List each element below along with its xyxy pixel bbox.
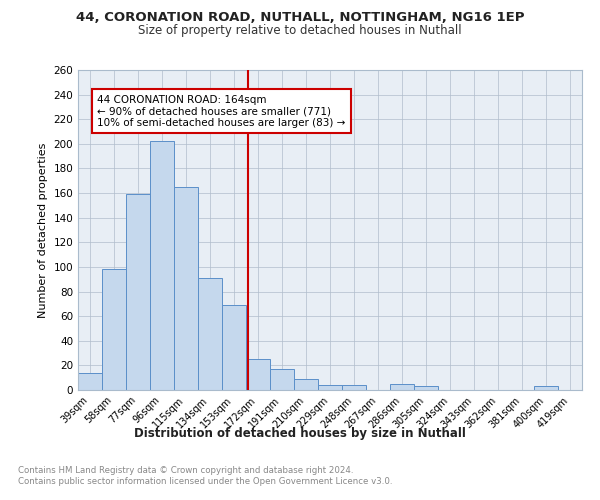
Text: 44, CORONATION ROAD, NUTHALL, NOTTINGHAM, NG16 1EP: 44, CORONATION ROAD, NUTHALL, NOTTINGHAM… bbox=[76, 11, 524, 24]
Bar bbox=[126, 194, 150, 390]
Bar bbox=[342, 385, 366, 390]
Bar bbox=[318, 385, 342, 390]
Bar bbox=[414, 386, 438, 390]
Bar bbox=[198, 278, 222, 390]
Bar bbox=[174, 187, 198, 390]
Y-axis label: Number of detached properties: Number of detached properties bbox=[38, 142, 48, 318]
Bar bbox=[102, 270, 126, 390]
Bar bbox=[390, 384, 414, 390]
Bar bbox=[246, 359, 270, 390]
Text: 44 CORONATION ROAD: 164sqm
← 90% of detached houses are smaller (771)
10% of sem: 44 CORONATION ROAD: 164sqm ← 90% of deta… bbox=[97, 94, 346, 128]
Text: Contains public sector information licensed under the Open Government Licence v3: Contains public sector information licen… bbox=[18, 477, 392, 486]
Text: Contains HM Land Registry data © Crown copyright and database right 2024.: Contains HM Land Registry data © Crown c… bbox=[18, 466, 353, 475]
Bar bbox=[294, 379, 318, 390]
Text: Distribution of detached houses by size in Nuthall: Distribution of detached houses by size … bbox=[134, 428, 466, 440]
Bar bbox=[150, 142, 174, 390]
Bar bbox=[270, 369, 294, 390]
Text: Size of property relative to detached houses in Nuthall: Size of property relative to detached ho… bbox=[138, 24, 462, 37]
Bar bbox=[222, 305, 246, 390]
Bar bbox=[534, 386, 558, 390]
Bar bbox=[78, 373, 102, 390]
